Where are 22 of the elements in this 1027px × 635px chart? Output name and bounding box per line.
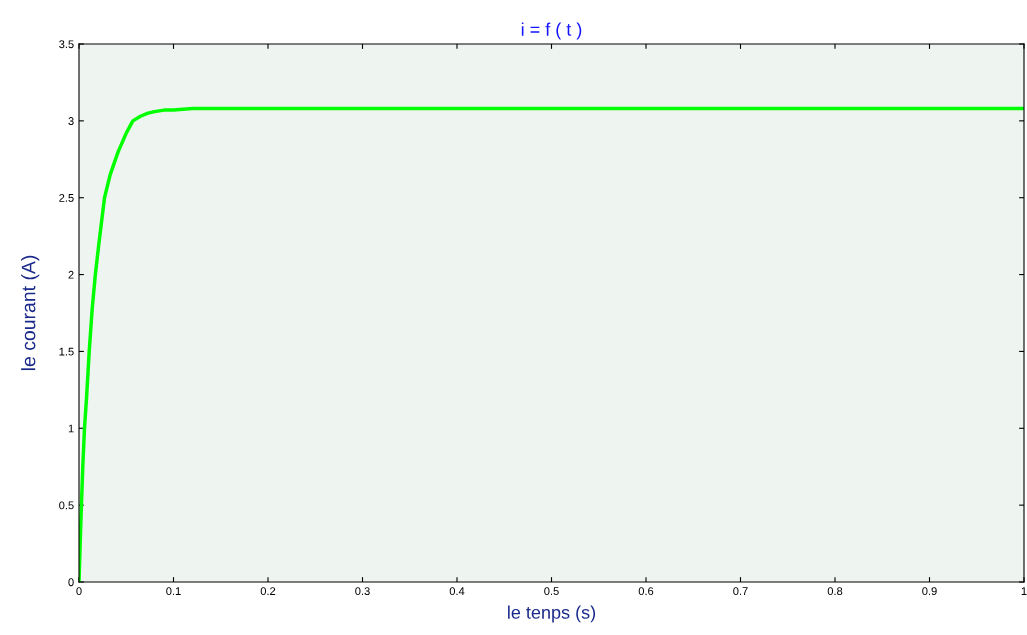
y-tick-label: 1.5 xyxy=(59,347,74,356)
x-tick-label: 0.7 xyxy=(733,587,748,596)
x-tick-label: 0.5 xyxy=(544,587,559,596)
x-tick-label: 0.8 xyxy=(827,587,843,596)
chart-title: i = f ( t ) xyxy=(521,22,582,40)
x-tick-label: 0.3 xyxy=(355,587,370,596)
x-tick-label: 1 xyxy=(1021,587,1027,595)
y-tick-label: 0.5 xyxy=(59,501,74,510)
x-tick-label: 0.2 xyxy=(260,587,276,596)
x-tick-label: 0.9 xyxy=(922,587,937,596)
x-axis-title: le tenps (s) xyxy=(508,605,596,623)
y-tick-label: 2.5 xyxy=(59,193,74,202)
x-tick-label: 0.1 xyxy=(166,587,181,596)
x-tick-label: 0 xyxy=(76,587,82,596)
y-tick-label: 3 xyxy=(68,117,74,125)
y-axis-title: le courant (A) xyxy=(21,255,40,371)
y-tick-label: 1 xyxy=(68,424,74,433)
y-tick-label: 2 xyxy=(68,270,74,279)
y-tick-label: 3.5 xyxy=(59,40,74,49)
x-tick-label: 0.6 xyxy=(638,587,654,596)
x-tick-label: 0.4 xyxy=(449,587,465,596)
y-tick-label: 0 xyxy=(68,578,74,587)
